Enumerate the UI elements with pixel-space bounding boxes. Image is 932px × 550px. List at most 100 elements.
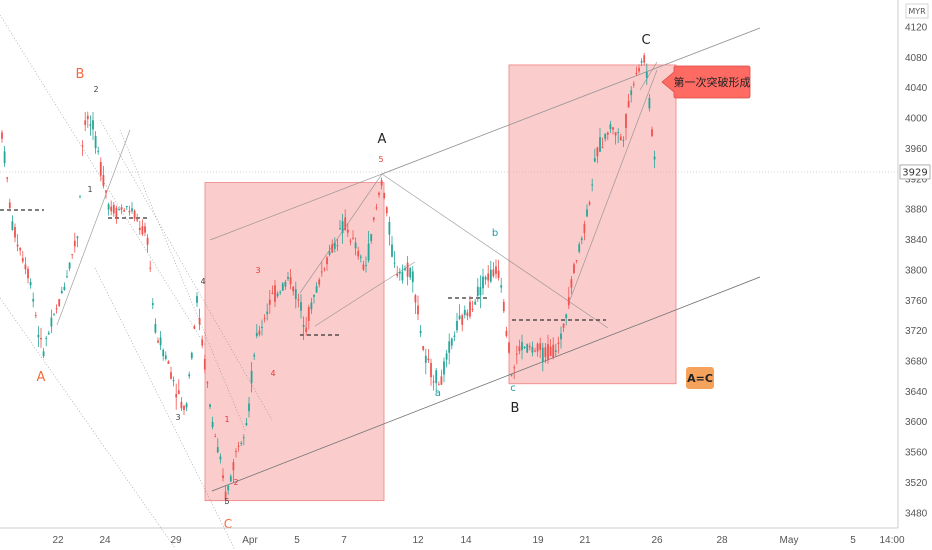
candle xyxy=(320,261,323,277)
candle xyxy=(159,331,162,351)
last-price-label: 3929 xyxy=(902,167,927,178)
candle xyxy=(1,130,3,143)
candle xyxy=(144,222,146,237)
x-tick-label: 7 xyxy=(341,535,347,546)
candle xyxy=(422,345,425,352)
candle xyxy=(333,237,336,253)
y-tick-label: 3520 xyxy=(905,478,928,489)
candle xyxy=(313,294,315,304)
candle xyxy=(391,235,393,258)
candle xyxy=(112,202,115,217)
candle xyxy=(14,223,16,243)
candle xyxy=(531,341,534,357)
candle xyxy=(151,298,154,310)
candle xyxy=(354,237,357,256)
candle xyxy=(164,351,167,361)
candle xyxy=(281,282,284,292)
candle xyxy=(154,318,157,334)
candle xyxy=(580,236,583,245)
wave-label-major: A xyxy=(378,132,387,147)
candle xyxy=(157,337,159,344)
y-tick-label: 3800 xyxy=(905,265,928,276)
x-tick-label: 21 xyxy=(579,535,591,546)
candle xyxy=(570,276,573,295)
candle xyxy=(289,268,292,290)
candle xyxy=(310,297,313,314)
y-tick-label: 3880 xyxy=(905,205,928,216)
x-tick-label: 26 xyxy=(651,535,663,546)
candle xyxy=(261,319,263,336)
trend-line xyxy=(119,129,246,431)
x-tick-label: Apr xyxy=(242,535,258,546)
candle xyxy=(331,239,334,253)
candle xyxy=(29,278,32,289)
candle xyxy=(45,335,48,347)
candle xyxy=(24,256,27,275)
trend-line xyxy=(99,119,273,421)
trend-line xyxy=(381,173,609,329)
last-price-tag: 3929 xyxy=(899,164,931,180)
trend-lines xyxy=(0,14,761,550)
candle xyxy=(575,259,578,264)
candle xyxy=(279,290,282,296)
candle xyxy=(385,206,388,217)
candle xyxy=(209,403,211,410)
candle xyxy=(55,304,58,314)
candle xyxy=(640,58,643,67)
candle xyxy=(346,223,349,238)
candle xyxy=(110,200,113,216)
candle xyxy=(76,235,79,248)
candle xyxy=(133,209,136,222)
candle xyxy=(383,192,386,200)
candle xyxy=(515,345,518,365)
candle xyxy=(393,251,396,268)
candle xyxy=(302,316,305,341)
candle xyxy=(510,373,513,377)
candle xyxy=(86,111,89,128)
y-tick-label: 4000 xyxy=(905,114,928,125)
candle xyxy=(40,327,42,348)
candle xyxy=(21,250,24,264)
candle xyxy=(188,371,191,379)
candle xyxy=(222,468,224,482)
candle xyxy=(645,63,648,85)
wave-label-major: C xyxy=(641,33,650,48)
candle xyxy=(365,256,367,273)
candle xyxy=(170,366,172,380)
x-tick-label: 14:00 xyxy=(879,535,904,546)
candle xyxy=(479,275,482,309)
candle xyxy=(432,375,435,391)
candle xyxy=(274,279,276,307)
candle xyxy=(146,234,149,253)
candle xyxy=(89,115,92,136)
x-tick-label: 24 xyxy=(99,535,111,546)
candle xyxy=(625,113,627,141)
candle xyxy=(638,64,640,74)
candle xyxy=(276,291,279,299)
candle xyxy=(50,309,53,333)
highlight-boxes xyxy=(204,64,677,502)
candle xyxy=(617,128,620,144)
candle xyxy=(177,379,180,395)
candle xyxy=(437,381,440,386)
x-tick-label: 28 xyxy=(716,535,728,546)
trend-line xyxy=(209,173,383,241)
candle xyxy=(248,397,250,418)
candle xyxy=(588,200,591,206)
candle xyxy=(484,275,487,285)
candle xyxy=(292,285,295,296)
candle xyxy=(526,343,529,354)
candle xyxy=(27,266,29,284)
candle xyxy=(235,448,237,458)
trend-line xyxy=(639,61,658,91)
candle xyxy=(255,324,258,339)
candle xyxy=(258,325,261,337)
candle xyxy=(118,206,120,211)
candle xyxy=(523,346,526,349)
candle xyxy=(458,304,461,321)
candle xyxy=(341,214,344,244)
candle xyxy=(430,358,432,386)
candle xyxy=(79,195,81,198)
